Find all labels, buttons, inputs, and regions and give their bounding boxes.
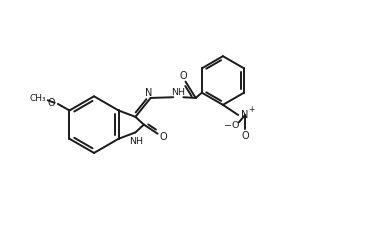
Text: O: O xyxy=(180,71,187,81)
Text: +: + xyxy=(249,105,255,114)
Text: N: N xyxy=(145,87,153,97)
Text: NH: NH xyxy=(129,136,143,145)
Text: NH: NH xyxy=(171,88,185,96)
Text: O: O xyxy=(241,130,249,140)
Text: N: N xyxy=(242,109,249,119)
Text: −O: −O xyxy=(224,121,239,129)
Text: O: O xyxy=(48,97,55,107)
Text: O: O xyxy=(160,131,167,141)
Text: CH₃: CH₃ xyxy=(30,94,46,102)
